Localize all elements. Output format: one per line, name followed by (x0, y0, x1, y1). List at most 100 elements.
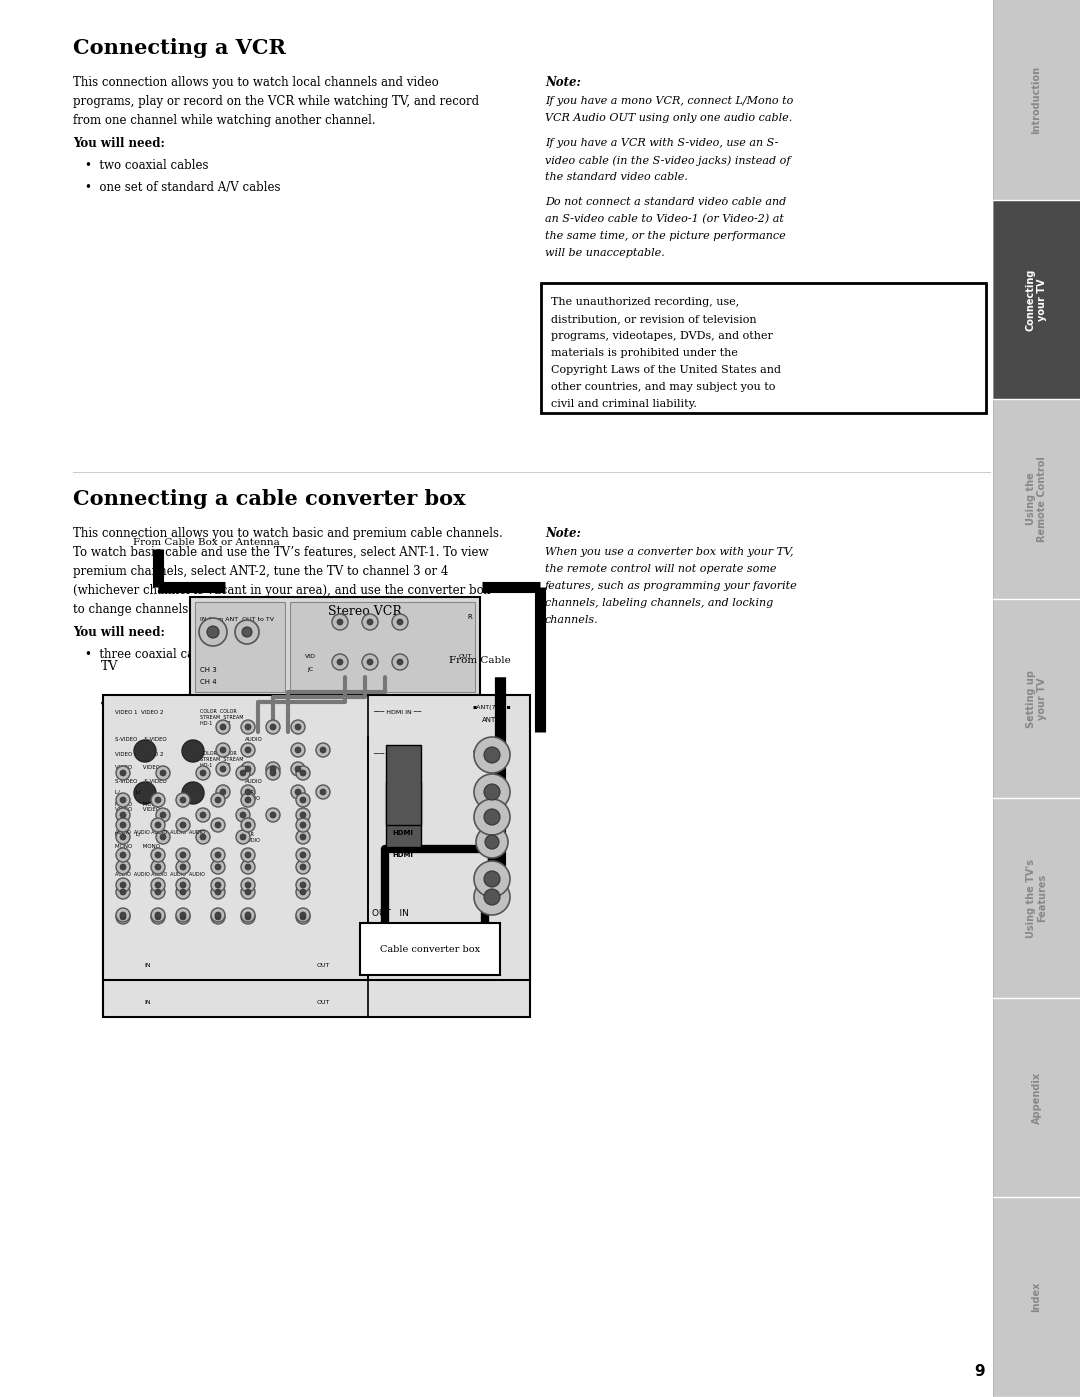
Text: VAR
AUDIO: VAR AUDIO (245, 789, 261, 800)
Text: channels, labeling channels, and locking: channels, labeling channels, and locking (545, 598, 773, 608)
Circle shape (195, 830, 210, 844)
Text: AUDIO: AUDIO (245, 738, 262, 742)
Circle shape (300, 852, 306, 858)
Text: MONO      MONO: MONO MONO (114, 802, 160, 807)
Bar (103, 694, 530, 981)
Circle shape (332, 654, 348, 671)
Circle shape (245, 863, 251, 870)
Text: VCR Audio OUT using only one audio cable.: VCR Audio OUT using only one audio cable… (545, 113, 793, 123)
Circle shape (241, 793, 255, 807)
Circle shape (156, 882, 161, 888)
Circle shape (474, 738, 510, 773)
Bar (190, 597, 480, 697)
Circle shape (484, 747, 500, 763)
Circle shape (200, 770, 206, 775)
Text: Using the
Remote Control: Using the Remote Control (1026, 455, 1048, 542)
Circle shape (474, 774, 510, 810)
Text: COLOR  COLOR
STREAM  STREAM
HD-1    HD-2: COLOR COLOR STREAM STREAM HD-1 HD-2 (200, 752, 243, 767)
Circle shape (156, 888, 161, 895)
Circle shape (300, 888, 306, 895)
Text: CH 3: CH 3 (200, 666, 217, 673)
Circle shape (484, 870, 500, 887)
Text: ▪ANT(75Ω)▪: ▪ANT(75Ω)▪ (473, 749, 511, 754)
Circle shape (266, 719, 280, 733)
Circle shape (296, 886, 310, 900)
Circle shape (116, 819, 130, 833)
Circle shape (300, 812, 306, 819)
Circle shape (291, 719, 305, 733)
Circle shape (151, 819, 165, 833)
Circle shape (120, 798, 126, 803)
Circle shape (156, 914, 161, 921)
Text: CH 4: CH 4 (200, 679, 217, 685)
Circle shape (120, 914, 126, 921)
Circle shape (320, 747, 326, 753)
Text: R: R (468, 615, 472, 620)
Circle shape (240, 770, 246, 775)
Text: Setting up
your TV: Setting up your TV (1026, 669, 1048, 728)
Text: To watch basic cable and use the TV’s features, select ANT-1. To view: To watch basic cable and use the TV’s fe… (73, 546, 488, 559)
Text: JC: JC (307, 668, 313, 672)
Text: OUT: OUT (485, 777, 499, 782)
Circle shape (241, 819, 255, 833)
Circle shape (211, 793, 225, 807)
Bar (993, 400, 1080, 599)
Text: AUDIO  AUDIO AUDIO  AUDIO  AUDIO: AUDIO AUDIO AUDIO AUDIO AUDIO (114, 830, 205, 835)
Circle shape (215, 863, 221, 870)
Circle shape (245, 914, 251, 921)
Circle shape (116, 848, 130, 862)
Bar (103, 738, 530, 1017)
Circle shape (216, 743, 230, 757)
Text: VIDEO 1  VIDEO 2: VIDEO 1 VIDEO 2 (114, 752, 163, 757)
Circle shape (180, 888, 186, 895)
Circle shape (176, 861, 190, 875)
Text: IN: IN (145, 1000, 151, 1004)
Circle shape (151, 877, 165, 893)
Circle shape (156, 863, 161, 870)
Circle shape (296, 909, 310, 923)
Circle shape (151, 886, 165, 900)
Circle shape (199, 617, 227, 645)
Circle shape (484, 784, 500, 800)
Circle shape (216, 761, 230, 775)
Circle shape (151, 848, 165, 862)
Circle shape (176, 908, 190, 922)
Circle shape (120, 812, 126, 819)
Circle shape (295, 766, 301, 773)
Text: Note:: Note: (545, 75, 581, 89)
Circle shape (237, 830, 249, 844)
Circle shape (134, 782, 156, 805)
Text: ANT-1: ANT-1 (482, 759, 502, 766)
Circle shape (245, 766, 251, 773)
Circle shape (296, 861, 310, 875)
Circle shape (215, 888, 221, 895)
Circle shape (116, 807, 130, 821)
Circle shape (291, 761, 305, 775)
Text: TV: TV (102, 703, 119, 715)
Circle shape (367, 619, 373, 624)
Circle shape (266, 766, 280, 780)
Circle shape (200, 834, 206, 840)
Text: OUT: OUT (485, 814, 499, 820)
Text: Cable converter box: Cable converter box (380, 944, 481, 954)
Text: HDMI: HDMI (392, 830, 414, 835)
Circle shape (235, 620, 259, 644)
Bar (993, 200, 1080, 400)
Circle shape (291, 743, 305, 757)
Circle shape (241, 886, 255, 900)
Text: OUT: OUT (316, 1000, 329, 1004)
Circle shape (476, 826, 508, 858)
Circle shape (211, 819, 225, 833)
Circle shape (116, 909, 130, 923)
Bar (386, 782, 421, 847)
Circle shape (220, 747, 226, 753)
Circle shape (120, 882, 126, 888)
Circle shape (240, 812, 246, 819)
Circle shape (300, 821, 306, 828)
Circle shape (180, 912, 186, 918)
Circle shape (180, 821, 186, 828)
Text: From Cable Box or Antenna: From Cable Box or Antenna (133, 538, 280, 548)
Text: premium channels, select ANT-2, tune the TV to channel 3 or 4: premium channels, select ANT-2, tune the… (73, 564, 448, 578)
Text: If you have a mono VCR, connect L/Mono to: If you have a mono VCR, connect L/Mono t… (545, 96, 794, 106)
Text: Introduction: Introduction (1031, 66, 1041, 134)
